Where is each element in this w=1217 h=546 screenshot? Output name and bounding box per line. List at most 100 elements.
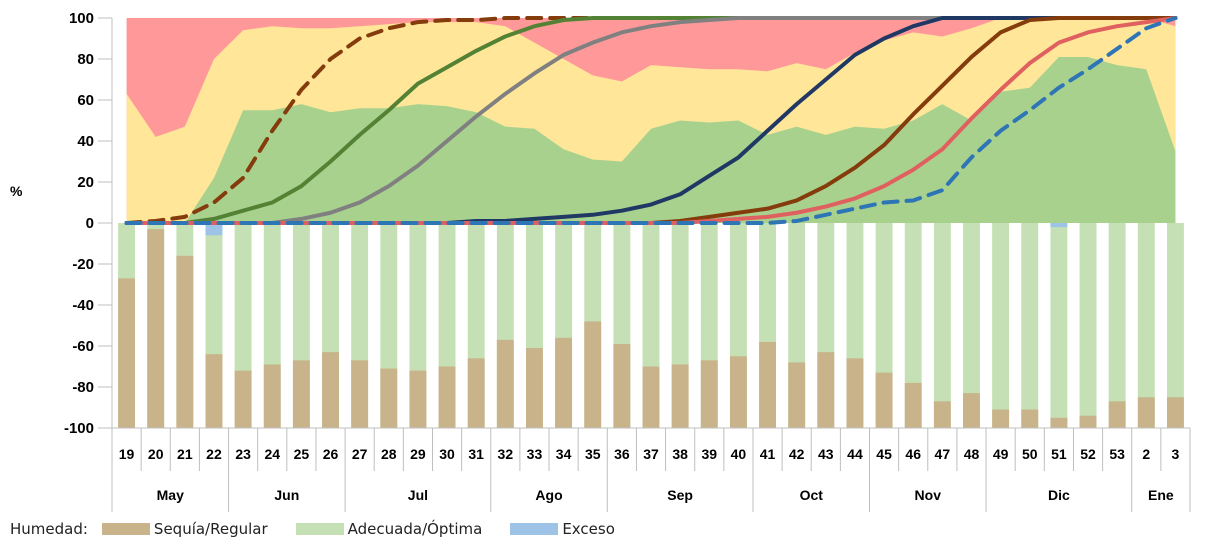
x-month-label: May	[157, 487, 184, 503]
bar-sequia	[205, 354, 223, 428]
bar-adecuada	[1166, 223, 1184, 428]
x-month-label: Sep	[667, 487, 693, 503]
x-week-label: 45	[876, 446, 892, 462]
lines-layer	[124, 16, 1178, 225]
legend-item-exceso: Exceso	[510, 520, 615, 538]
bar-sequia	[846, 358, 864, 428]
bar-sequia	[234, 370, 252, 428]
x-week-label: 37	[643, 446, 659, 462]
bar-sequia	[613, 343, 631, 428]
x-week-label: 51	[1051, 446, 1067, 462]
legend-label-exceso: Exceso	[562, 520, 615, 538]
bar-adecuada	[1108, 223, 1126, 428]
bar-adecuada	[1137, 223, 1155, 428]
legend-title: Humedad:	[10, 520, 88, 538]
legend-item-sequia: Sequía/Regular	[101, 520, 268, 538]
bar-sequia	[817, 352, 835, 428]
x-week-label: 41	[760, 446, 776, 462]
bar-sequia	[263, 364, 281, 428]
bar-adecuada	[963, 223, 980, 428]
y-tick-label: 20	[77, 174, 94, 191]
bar-sequia	[1079, 415, 1097, 428]
bar-sequia	[526, 348, 543, 428]
y-tick-label: -20	[72, 256, 94, 273]
x-month-label: Ago	[535, 487, 562, 503]
x-week-label: 3	[1172, 446, 1180, 462]
bar-adecuada	[1079, 223, 1097, 428]
bar-sequia	[1050, 417, 1068, 428]
bar-sequia	[292, 360, 310, 428]
bar-sequia	[351, 360, 369, 428]
x-week-label: 36	[614, 446, 630, 462]
bar-sequia	[380, 368, 398, 428]
x-week-label: 42	[789, 446, 805, 462]
x-week-label: 20	[148, 446, 164, 462]
x-week-label: 38	[672, 446, 688, 462]
x-week-label: 24	[264, 446, 280, 462]
bar-sequia	[147, 229, 165, 428]
bar-sequia	[904, 382, 922, 428]
series-line-7	[124, 16, 1178, 225]
legend: Humedad: Sequía/Regular Adecuada/Óptima …	[10, 520, 643, 538]
x-week-label: 34	[556, 446, 572, 462]
x-week-label: 40	[731, 446, 747, 462]
x-week-label: 27	[352, 446, 368, 462]
x-week-label: 44	[847, 446, 863, 462]
x-month-label: Ene	[1148, 487, 1174, 503]
bar-adecuada	[904, 223, 922, 428]
x-week-label: 22	[206, 446, 222, 462]
x-month-label: Jul	[408, 487, 428, 503]
x-week-label: 23	[235, 446, 251, 462]
x-week-label: 53	[1109, 446, 1125, 462]
bar-sequia	[496, 339, 514, 428]
x-week-label: 30	[439, 446, 455, 462]
x-week-label: 49	[993, 446, 1009, 462]
y-axis-label: %	[10, 183, 23, 199]
legend-label-adecuada: Adecuada/Óptima	[347, 520, 483, 538]
x-week-label: 52	[1080, 446, 1096, 462]
bars-layer	[118, 223, 1184, 428]
x-month-label: Oct	[800, 487, 824, 503]
bar-sequia	[555, 337, 573, 428]
x-week-label: 50	[1022, 446, 1038, 462]
x-week-label: 21	[177, 446, 193, 462]
y-tick-label: 100	[69, 10, 94, 27]
legend-item-adecuada: Adecuada/Óptima	[295, 520, 483, 538]
bar-sequia	[933, 401, 951, 428]
bar-sequia	[409, 370, 427, 428]
y-tick-label: 0	[86, 215, 94, 232]
bar-adecuada	[1050, 223, 1068, 428]
bar-sequia	[671, 364, 689, 428]
x-week-label: 46	[905, 446, 921, 462]
x-week-label: 19	[119, 446, 135, 462]
bar-sequia	[1166, 397, 1184, 428]
bar-adecuada	[992, 223, 1010, 428]
x-week-label: 33	[527, 446, 543, 462]
x-week-label: 48	[964, 446, 980, 462]
x-week-label: 29	[410, 446, 426, 462]
bar-sequia	[1137, 397, 1155, 428]
bar-sequia	[118, 278, 136, 428]
bar-adecuada	[1021, 223, 1039, 428]
legend-label-sequia: Sequía/Regular	[153, 520, 268, 538]
bar-sequia	[992, 409, 1010, 428]
y-tick-label: 40	[77, 133, 94, 150]
x-week-label: 25	[294, 446, 310, 462]
x-week-label: 2	[1142, 446, 1150, 462]
bar-sequia	[788, 362, 806, 428]
bar-sequia	[963, 393, 980, 428]
bar-sequia	[875, 372, 893, 428]
bar-sequia	[584, 321, 602, 428]
bar-sequia	[729, 356, 747, 428]
x-week-label: 39	[701, 446, 717, 462]
bar-sequia	[1108, 401, 1126, 428]
x-month-label: Dic	[1048, 487, 1070, 503]
x-week-label: 43	[818, 446, 834, 462]
x-month-label: Jun	[274, 487, 299, 503]
bar-exceso	[1050, 223, 1068, 228]
y-tick-label: -80	[72, 379, 94, 396]
bar-sequia	[322, 352, 339, 428]
x-week-label: 35	[585, 446, 601, 462]
bar-sequia	[1021, 409, 1039, 428]
